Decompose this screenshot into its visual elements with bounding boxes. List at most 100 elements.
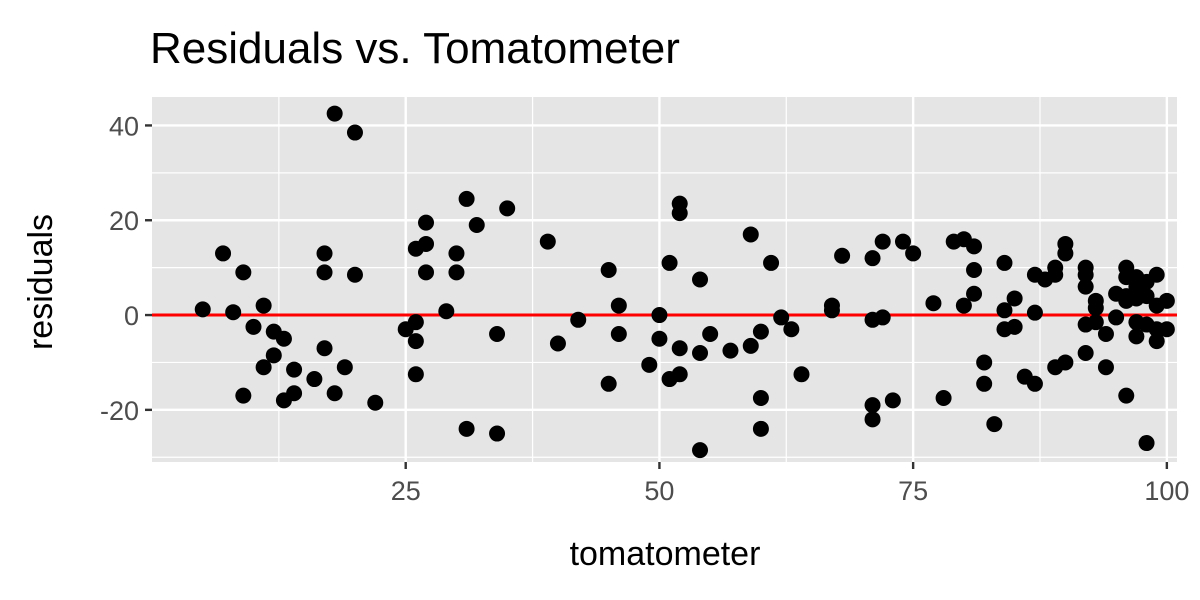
data-point xyxy=(651,307,668,324)
data-point xyxy=(458,420,475,437)
x-tick-label: 50 xyxy=(644,476,674,506)
x-tick-label: 75 xyxy=(898,476,928,506)
data-point xyxy=(671,366,688,383)
data-point xyxy=(935,390,952,407)
data-point xyxy=(702,326,719,343)
data-point xyxy=(194,301,211,318)
data-point xyxy=(1138,288,1155,305)
data-point xyxy=(255,359,272,376)
data-point xyxy=(326,385,343,402)
data-point xyxy=(418,214,435,231)
data-point xyxy=(407,314,424,331)
data-point xyxy=(996,302,1013,319)
x-tick-label: 25 xyxy=(391,476,421,506)
data-point xyxy=(265,347,282,364)
data-point xyxy=(1057,354,1074,371)
data-point xyxy=(600,375,617,392)
data-point xyxy=(448,245,465,262)
data-point xyxy=(1097,326,1114,343)
data-point xyxy=(783,321,800,338)
data-point xyxy=(692,271,709,288)
y-axis: -20 0 20 40 xyxy=(100,111,152,426)
data-point xyxy=(539,233,556,250)
data-point xyxy=(1087,314,1104,331)
y-tick-label: 0 xyxy=(124,301,139,331)
data-point xyxy=(255,297,272,314)
data-point xyxy=(1006,318,1023,335)
data-point xyxy=(367,394,384,411)
data-point xyxy=(326,105,343,122)
data-point xyxy=(864,411,881,428)
data-point xyxy=(976,375,993,392)
x-axis: 25 50 75 100 xyxy=(391,462,1189,506)
data-point xyxy=(570,311,587,328)
data-point xyxy=(793,366,810,383)
data-point xyxy=(235,264,252,281)
y-tick-label: 20 xyxy=(109,206,139,236)
data-point xyxy=(905,245,922,262)
data-point xyxy=(763,254,780,271)
data-point xyxy=(1026,304,1043,321)
data-point xyxy=(407,333,424,350)
data-point xyxy=(692,344,709,361)
data-point xyxy=(1077,344,1094,361)
data-point xyxy=(884,392,901,409)
data-point xyxy=(468,216,485,233)
y-tick-label: -20 xyxy=(100,396,139,426)
x-tick-label: 100 xyxy=(1144,476,1189,506)
data-point xyxy=(1026,375,1043,392)
data-point xyxy=(966,262,983,279)
data-point xyxy=(1118,387,1135,404)
data-point xyxy=(489,326,506,343)
data-point xyxy=(722,342,739,359)
data-point xyxy=(752,420,769,437)
data-point xyxy=(1077,278,1094,295)
data-point xyxy=(610,326,627,343)
data-point xyxy=(215,245,232,262)
data-point xyxy=(1097,359,1114,376)
data-point xyxy=(651,330,668,347)
y-axis-title: residuals xyxy=(22,214,60,350)
plot-panel xyxy=(152,97,1177,462)
data-point xyxy=(773,309,790,326)
data-point xyxy=(976,354,993,371)
data-point xyxy=(286,361,303,378)
data-point xyxy=(641,356,658,373)
data-point xyxy=(499,200,516,217)
data-point xyxy=(996,254,1013,271)
data-point xyxy=(1057,245,1074,262)
data-point xyxy=(834,247,851,264)
data-point xyxy=(549,335,566,352)
data-point xyxy=(245,318,262,335)
data-point xyxy=(864,397,881,414)
data-point xyxy=(448,264,465,281)
data-point xyxy=(316,264,333,281)
data-point xyxy=(1006,290,1023,307)
data-point xyxy=(692,442,709,459)
data-point xyxy=(346,124,363,141)
data-point xyxy=(1158,292,1175,309)
data-point xyxy=(925,295,942,312)
y-tick-label: 40 xyxy=(109,111,139,141)
x-axis-title: tomatometer xyxy=(570,535,761,573)
data-point xyxy=(600,262,617,279)
data-point xyxy=(874,309,891,326)
data-point xyxy=(418,264,435,281)
chart-title: Residuals vs. Tomatometer xyxy=(150,24,680,73)
data-point xyxy=(966,238,983,255)
data-point xyxy=(1148,266,1165,283)
data-point xyxy=(336,359,353,376)
data-point xyxy=(671,205,688,222)
data-point xyxy=(1138,435,1155,452)
data-point xyxy=(458,190,475,207)
data-point xyxy=(752,390,769,407)
data-point xyxy=(275,330,292,347)
data-point xyxy=(346,266,363,283)
data-point xyxy=(316,245,333,262)
data-points xyxy=(194,105,1175,459)
data-point xyxy=(316,340,333,357)
data-point xyxy=(1087,299,1104,316)
data-point xyxy=(752,323,769,340)
data-point xyxy=(1148,333,1165,350)
